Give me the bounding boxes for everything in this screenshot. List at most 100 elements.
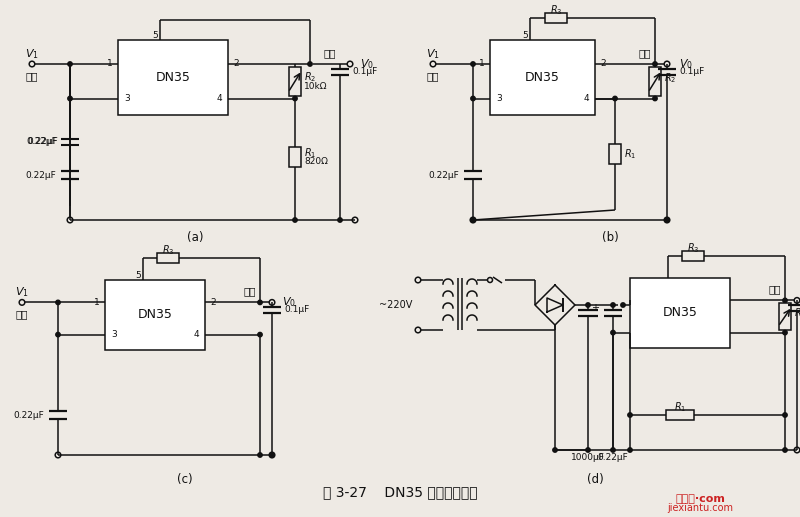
- Bar: [157, 253, 179, 263]
- Text: ~220V: ~220V: [378, 300, 412, 310]
- Circle shape: [586, 448, 590, 452]
- Circle shape: [308, 62, 312, 66]
- Text: $V_0$: $V_0$: [360, 57, 374, 71]
- Bar: [545, 13, 567, 23]
- Circle shape: [621, 303, 626, 307]
- Text: 5: 5: [522, 31, 528, 39]
- Circle shape: [611, 448, 615, 452]
- Circle shape: [782, 413, 787, 417]
- Text: $V_1$: $V_1$: [25, 47, 39, 61]
- Text: $V_0$: $V_0$: [679, 57, 693, 71]
- Text: 0.22μF: 0.22μF: [14, 410, 44, 419]
- Text: 0.1μF: 0.1μF: [284, 305, 310, 314]
- Circle shape: [653, 62, 658, 66]
- Text: $R_1$: $R_1$: [304, 146, 316, 160]
- Text: $R_2$: $R_2$: [304, 70, 316, 84]
- Bar: [289, 67, 301, 96]
- Text: $R_2$: $R_2$: [664, 71, 676, 85]
- Text: $V_1$: $V_1$: [426, 47, 440, 61]
- Circle shape: [293, 96, 298, 101]
- Circle shape: [470, 96, 475, 101]
- Text: 0.1μF: 0.1μF: [679, 67, 704, 75]
- Text: 2: 2: [210, 298, 216, 307]
- Text: 接线图·com: 接线图·com: [675, 494, 725, 504]
- Text: $R_3$: $R_3$: [162, 243, 174, 257]
- Text: 0.22μF: 0.22μF: [428, 171, 459, 179]
- Circle shape: [665, 218, 669, 222]
- Bar: [682, 251, 704, 261]
- Text: 3: 3: [496, 94, 502, 103]
- Text: 输入: 输入: [26, 71, 38, 81]
- Circle shape: [68, 96, 72, 101]
- Bar: [630, 278, 730, 348]
- Circle shape: [611, 303, 615, 307]
- Circle shape: [782, 298, 787, 302]
- Circle shape: [553, 448, 558, 452]
- Circle shape: [68, 62, 72, 66]
- Text: $R_1$: $R_1$: [674, 400, 686, 414]
- Text: 0.22μF: 0.22μF: [598, 453, 628, 463]
- Bar: [666, 410, 694, 420]
- Text: 输出: 输出: [769, 284, 782, 294]
- Text: 输入: 输入: [426, 71, 439, 81]
- Text: 输入: 输入: [16, 309, 28, 320]
- Circle shape: [653, 96, 658, 101]
- Text: 1: 1: [479, 59, 485, 68]
- Circle shape: [782, 448, 787, 452]
- Bar: [105, 280, 205, 350]
- Text: 10kΩ: 10kΩ: [304, 82, 327, 91]
- Bar: [649, 67, 661, 96]
- Circle shape: [470, 62, 475, 66]
- Bar: [490, 40, 595, 115]
- Circle shape: [56, 300, 60, 305]
- Text: +: +: [591, 303, 599, 313]
- Text: 3: 3: [111, 330, 117, 339]
- Text: $R_2$: $R_2$: [794, 307, 800, 321]
- Text: DN35: DN35: [138, 309, 173, 322]
- Circle shape: [56, 332, 60, 337]
- Circle shape: [782, 330, 787, 335]
- Circle shape: [613, 96, 618, 101]
- Text: $R_1$: $R_1$: [624, 147, 636, 161]
- Circle shape: [611, 330, 615, 335]
- Text: DN35: DN35: [662, 307, 698, 320]
- Text: 输出: 输出: [244, 286, 256, 296]
- Text: DN35: DN35: [155, 71, 190, 84]
- Circle shape: [628, 448, 632, 452]
- Circle shape: [270, 453, 274, 457]
- Circle shape: [258, 300, 262, 305]
- Circle shape: [293, 218, 298, 222]
- Text: 5: 5: [135, 270, 141, 280]
- Text: (c): (c): [177, 474, 193, 486]
- Text: (a): (a): [186, 232, 203, 245]
- Text: 4: 4: [194, 330, 199, 339]
- Bar: [609, 144, 621, 164]
- Text: 输出: 输出: [638, 48, 651, 58]
- Text: $R_3$: $R_3$: [686, 241, 699, 255]
- Text: 2: 2: [233, 59, 238, 68]
- Circle shape: [338, 218, 342, 222]
- Circle shape: [470, 218, 475, 222]
- Text: 4: 4: [216, 94, 222, 103]
- Text: $R_3$: $R_3$: [550, 3, 562, 17]
- Bar: [118, 40, 228, 115]
- Text: jiexiantu.com: jiexiantu.com: [667, 503, 733, 513]
- Text: 图 3-27    DN35 典型应用电路: 图 3-27 DN35 典型应用电路: [322, 485, 478, 499]
- Text: 0.22μF: 0.22μF: [26, 138, 57, 146]
- Text: 输出: 输出: [324, 48, 336, 58]
- Text: (b): (b): [602, 232, 618, 245]
- Bar: [779, 303, 791, 330]
- Text: 1: 1: [94, 298, 100, 307]
- Text: $V_1$: $V_1$: [15, 285, 29, 299]
- Circle shape: [628, 413, 632, 417]
- Text: DN35: DN35: [525, 71, 560, 84]
- Text: 3: 3: [124, 94, 130, 103]
- Circle shape: [586, 303, 590, 307]
- Bar: [289, 147, 301, 167]
- Text: 0.1μF: 0.1μF: [352, 67, 378, 75]
- Text: 1: 1: [107, 59, 113, 68]
- Text: $V_0$: $V_0$: [282, 296, 296, 309]
- Text: 2: 2: [600, 59, 606, 68]
- Text: 0.22μF: 0.22μF: [26, 171, 56, 179]
- Circle shape: [258, 453, 262, 457]
